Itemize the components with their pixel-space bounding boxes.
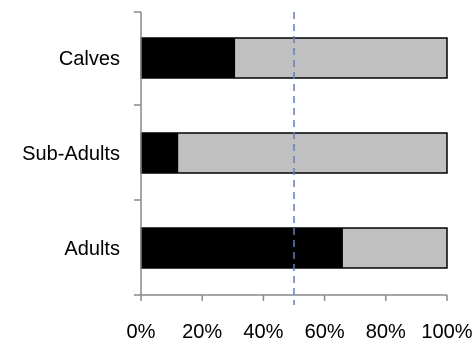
category-label-calves: Calves: [59, 48, 120, 70]
bar-segment-adults-series-2: [342, 228, 447, 268]
bar-segment-adults-series-1: [141, 228, 343, 268]
bar-segment-calves-series-1: [141, 38, 236, 78]
x-tick-label-2: 40%: [243, 321, 283, 343]
bar-segment-sub-adults-series-2: [178, 133, 447, 173]
x-tick-label-1: 20%: [182, 321, 222, 343]
x-tick-label-0: 0%: [127, 321, 156, 343]
bar-segment-calves-series-2: [235, 38, 447, 78]
bars-layer: [140, 37, 448, 269]
x-tick-label-4: 80%: [366, 321, 406, 343]
bar-segment-sub-adults-series-1: [141, 133, 179, 173]
category-label-adults: Adults: [64, 238, 120, 260]
x-tick-label-3: 60%: [305, 321, 345, 343]
category-label-sub-adults: Sub-Adults: [22, 143, 120, 165]
x-tick-label-5: 100%: [421, 321, 472, 343]
axis-layer: [134, 11, 448, 301]
labels-layer: Calves Sub-Adults Adults 0% 20% 40% 60% 80% 100%: [22, 48, 473, 343]
